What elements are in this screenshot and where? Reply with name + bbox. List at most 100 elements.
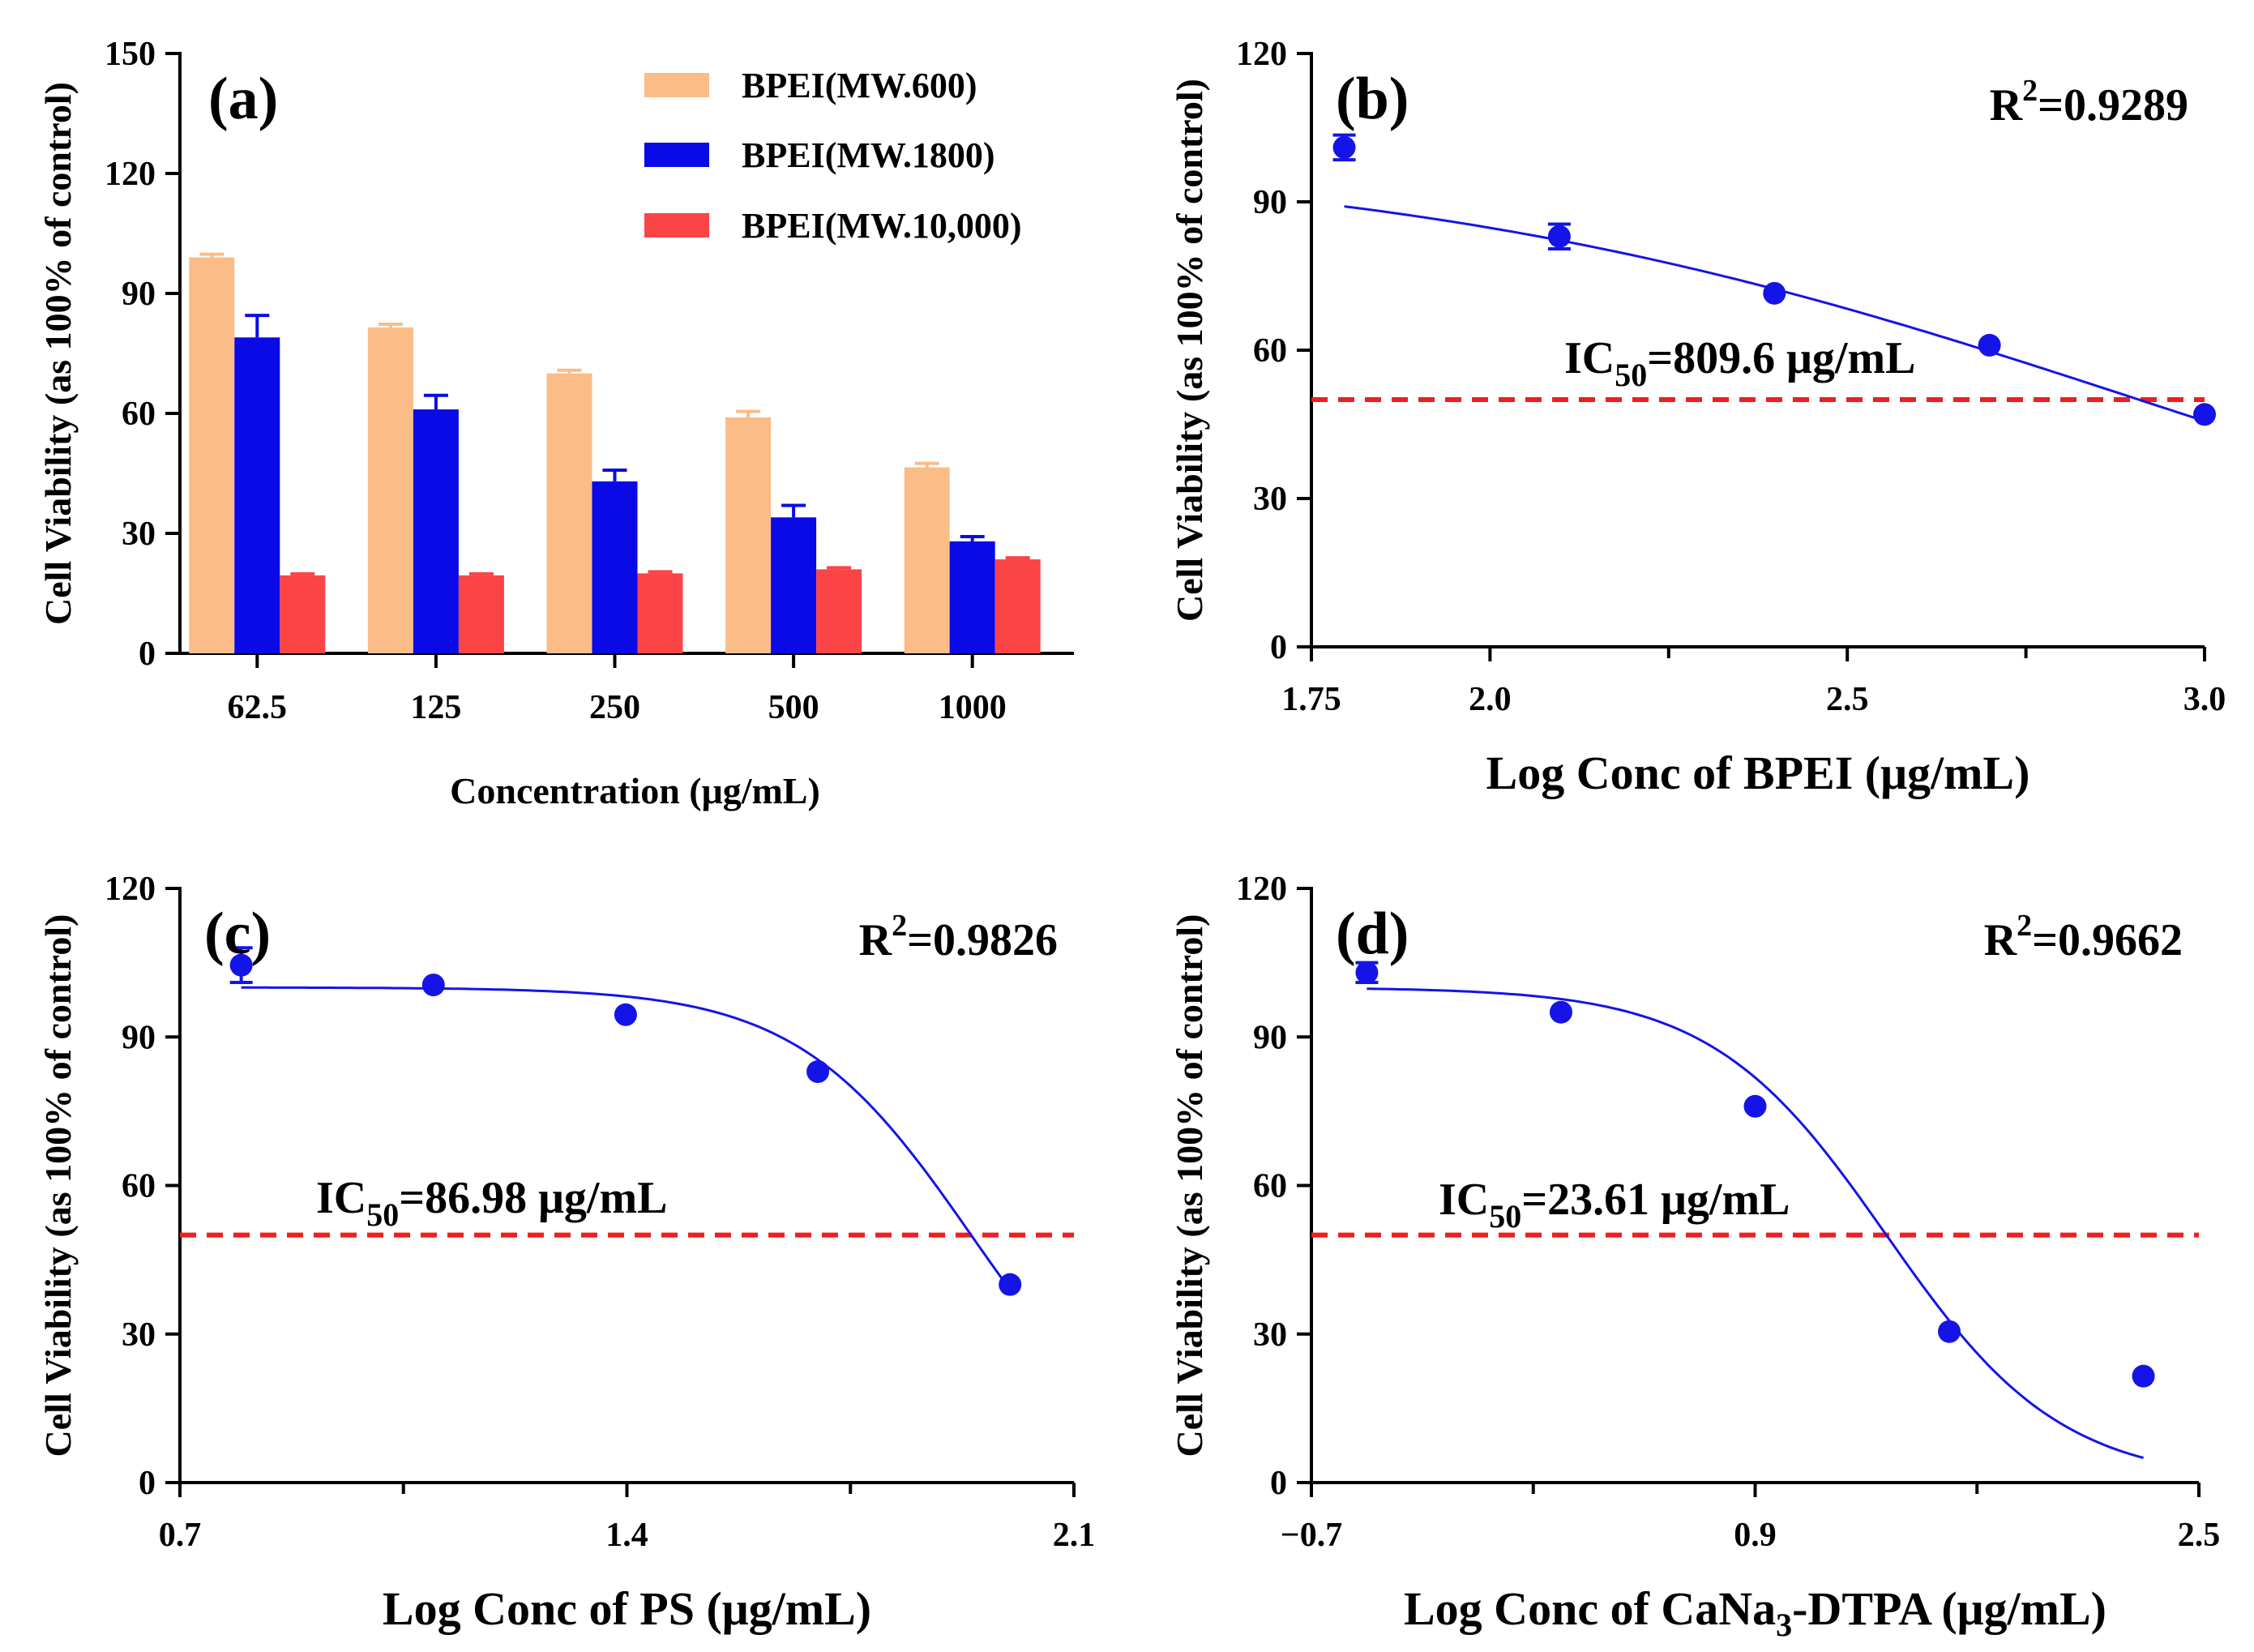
data-point [1549,1000,1572,1024]
bar [413,409,459,653]
data-point [229,953,253,977]
x-tick-label: 0.9 [1734,1517,1777,1554]
y-tick-label: 60 [1253,1168,1287,1205]
data-point [614,1003,637,1026]
bar [949,541,995,653]
y-axis-title: Cell Viability (as 100% of control) [1169,79,1210,622]
data-point [421,974,445,997]
x-tick-label: −0.7 [1281,1517,1342,1554]
x-tick-label: 0.7 [159,1517,202,1554]
x-tick-label: 2.5 [2178,1517,2221,1554]
y-tick-label: 120 [1236,871,1287,908]
bar [592,481,638,653]
bar [234,337,280,653]
x-axis-title-rest: -DTPA (μg/mL) [1792,1582,2106,1635]
r-squared-r: R [1990,80,2023,131]
y-tick-label: 120 [105,156,156,193]
ic50-label: IC50=809.6 μg/mL [1564,333,1915,393]
legend-swatch [644,143,709,167]
r-squared-value: =0.9662 [2032,915,2183,965]
x-axis-title: Concentration (μg/mL) [450,770,820,811]
r-squared-value: =0.9826 [907,915,1058,965]
r-squared-sup: 2 [2022,74,2038,108]
legend-entry: BPEI(MW.1800) [742,135,995,175]
r-squared-sup: 2 [892,909,907,943]
y-tick-label: 30 [1253,1316,1287,1354]
x-tick-label: 250 [589,689,640,726]
y-tick-label: 120 [105,871,156,908]
y-tick-label: 60 [122,1168,156,1205]
y-axis-title: Cell Viability (as 100% of control) [1169,914,1210,1457]
data-point [806,1060,830,1084]
data-point [1355,961,1379,984]
panel-b: 0 30 60 90 120 Cell Viability (as 100% of con… [1169,36,2226,799]
y-axis-title: Cell Viability (as 100% of control) [37,82,79,625]
panel-label: (c) [204,901,271,967]
y-tick-label: 60 [122,396,156,433]
ic50-ic: IC [1564,333,1615,383]
fit-curve [1344,205,2205,422]
panel-c: 0 30 60 90 120 Cell Viability (as 100% of con… [37,871,1095,1635]
y-axis-title: Cell Viability (as 100% of control) [37,914,79,1457]
panel-label: (a) [208,66,278,132]
x-tick-label: 2.5 [1826,681,1869,718]
fit-curve [1367,987,2144,1459]
legend-entry: BPEI(MW.600) [742,66,977,105]
bar [367,327,413,653]
bar [546,373,592,653]
bar [816,569,862,653]
y-tick-label: 60 [1253,332,1287,370]
legend-entry: BPEI(MW.10,000) [742,206,1022,246]
x-tick-label: 2.0 [1469,681,1512,718]
data-point [1978,333,2001,357]
panel-label: (d) [1336,901,1409,967]
legend-swatch [644,213,709,238]
bar [725,417,772,653]
data-point [2193,403,2216,426]
y-tick-label: 30 [122,1316,156,1354]
data-point [1332,135,1356,159]
panel-a: 0 30 60 90 120 150 Cell Viability (as 100% of … [37,36,1074,811]
data-point [1763,281,1786,305]
bar [904,467,950,653]
y-tick-label: 0 [1270,1465,1287,1502]
panel-d: 0 30 60 90 120 Cell Viability (as 100% of con… [1169,871,2220,1643]
bar [458,575,504,653]
ic50-sub: 50 [366,1196,399,1233]
y-tick-label: 150 [105,36,156,73]
bar [189,257,235,653]
r-squared-label: R2=0.9826 [859,909,1058,965]
r-squared-label: R2=0.9289 [1990,74,2188,131]
y-tick-label: 90 [1253,184,1287,221]
y-tick-label: 90 [1253,1019,1287,1056]
r-squared-label: R2=0.9662 [1984,909,2183,965]
bar [280,575,326,653]
x-tick-label: 3.0 [2183,681,2226,718]
r-squared-r: R [859,915,892,965]
data-point [1547,225,1571,248]
x-tick-label: 2.1 [1053,1517,1096,1554]
ic50-value: =809.6 μg/mL [1647,333,1915,383]
x-axis-title-sub: 3 [1776,1607,1792,1643]
y-tick-label: 120 [1236,36,1287,73]
x-axis-title: Log Conc of CaNa3-DTPA (μg/mL) [1404,1582,2106,1643]
ic50-sub: 50 [1489,1198,1521,1235]
ic50-ic: IC [316,1173,366,1223]
y-tick-label: 90 [122,1019,156,1056]
y-tick-label: 30 [1253,481,1287,518]
ic50-label: IC50=86.98 μg/mL [316,1173,667,1233]
data-point [2132,1364,2155,1388]
r-squared-r: R [1984,915,2017,965]
x-tick-label: 125 [410,689,461,726]
x-tick-label: 1.75 [1281,681,1341,718]
x-tick-label: 500 [768,689,819,726]
r-squared-sup: 2 [2017,909,2032,943]
ic50-sub: 50 [1615,357,1647,393]
bar [994,559,1041,653]
ic50-label: IC50=23.61 μg/mL [1439,1175,1790,1235]
y-tick-label: 0 [139,1465,156,1502]
y-tick-label: 90 [122,276,156,313]
ic50-value: =23.61 μg/mL [1521,1175,1790,1225]
x-tick-label: 1000 [939,689,1007,726]
